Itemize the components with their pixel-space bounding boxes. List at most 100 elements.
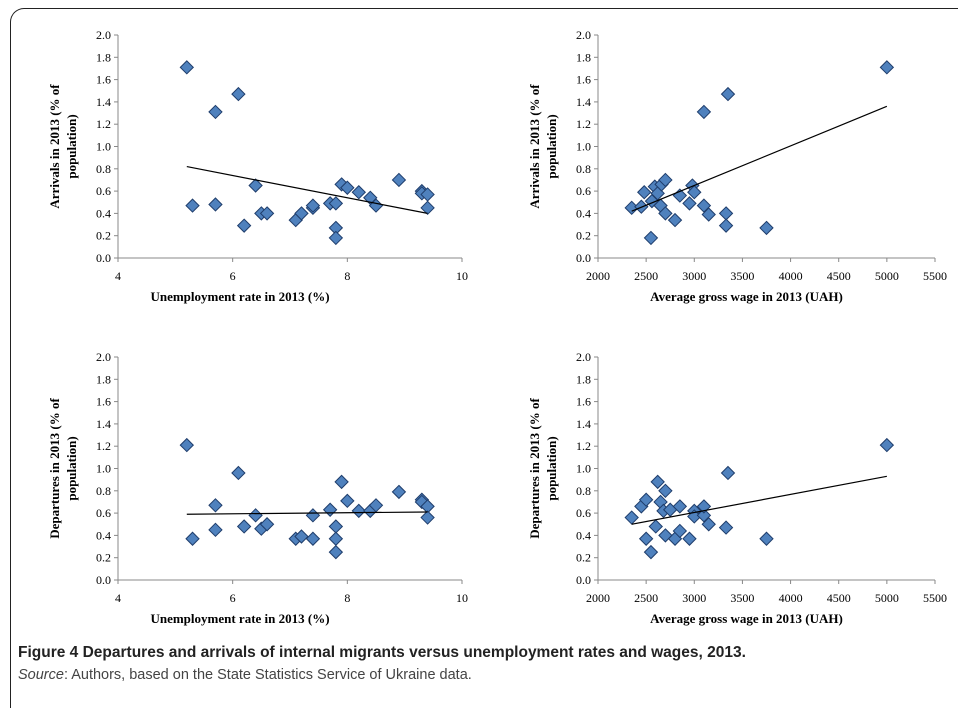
- y-tick-label: 0.8: [576, 162, 591, 176]
- data-point: [759, 531, 774, 546]
- y-tick-label: 1.2: [96, 117, 111, 131]
- data-point: [294, 206, 309, 221]
- data-point: [322, 502, 338, 517]
- data-point: [720, 86, 736, 102]
- data-point: [420, 200, 435, 216]
- x-tick-label: 6: [230, 591, 236, 605]
- source-label: Source: [18, 667, 64, 683]
- trendline: [186, 511, 428, 515]
- y-tick-label: 1.2: [576, 439, 591, 453]
- y-tick-label: 1.4: [96, 417, 111, 431]
- data-point: [305, 531, 321, 546]
- figure-label: Figure 4: [18, 644, 79, 661]
- chart-arrivals-vs-wage: 0.0 0.2 0.4 0.6 0.8 1.0 1.2 1.4 1.6 1.8 2.0 2000 250…: [480, 0, 960, 320]
- y-tick-label: 1.0: [576, 140, 591, 154]
- data-point: [208, 498, 223, 513]
- x-tick-label: 5500: [923, 269, 947, 283]
- x-tick-label: 10: [456, 269, 468, 283]
- data-point: [236, 218, 252, 233]
- x-tick-label: 2500: [634, 269, 658, 283]
- x-tick-label: 10: [456, 591, 468, 605]
- y-axis-title-line: Arrivals in 2013 (% of: [527, 84, 542, 209]
- data-point: [185, 531, 200, 546]
- y-tick-label: 2.0: [96, 28, 111, 42]
- data-point: [720, 465, 736, 481]
- y-tick-label: 1.0: [96, 140, 111, 154]
- data-point: [718, 218, 734, 233]
- data-point: [179, 60, 195, 75]
- y-tick-label: 0.6: [576, 506, 591, 520]
- y-tick-label: 1.0: [576, 462, 591, 476]
- y-tick-label: 1.6: [576, 73, 591, 87]
- x-tick-label: 5000: [875, 269, 899, 283]
- data-point: [231, 86, 246, 102]
- x-tick-label: 2500: [634, 591, 658, 605]
- data-point: [682, 196, 697, 211]
- data-point: [624, 510, 639, 525]
- y-tick-label: 0.6: [96, 184, 111, 198]
- data-point: [687, 185, 702, 200]
- data-point: [208, 197, 223, 212]
- y-tick-label: 0.2: [96, 229, 111, 243]
- y-tick-label: 1.8: [96, 50, 111, 64]
- y-tick-label: 1.6: [96, 395, 111, 409]
- data-point: [259, 206, 275, 221]
- data-point: [259, 517, 275, 532]
- data-point: [718, 520, 734, 535]
- y-axis-title-line: Departures in 2013 (% of: [527, 398, 542, 539]
- data-point: [328, 531, 344, 546]
- data-point: [328, 230, 344, 246]
- y-tick-label: 0.4: [96, 528, 111, 542]
- y-tick-label: 0.2: [576, 229, 591, 243]
- figure-frame: [10, 8, 958, 708]
- data-point: [334, 474, 349, 490]
- data-point: [701, 207, 716, 222]
- y-axis-title-line: population): [64, 436, 79, 500]
- data-point: [648, 519, 663, 534]
- y-tick-label: 1.4: [576, 417, 591, 431]
- x-tick-label: 4: [115, 269, 121, 283]
- y-tick-label: 0.2: [96, 551, 111, 565]
- trendline: [186, 165, 428, 214]
- data-point: [672, 523, 688, 539]
- figure-caption: Figure 4 Departures and arrivals of inte…: [18, 642, 953, 686]
- x-tick-label: 4500: [827, 591, 851, 605]
- data-point: [879, 437, 895, 453]
- y-tick-label: 0.4: [576, 206, 591, 220]
- data-point: [701, 517, 716, 532]
- data-point: [248, 508, 263, 523]
- x-tick-label: 4000: [779, 269, 803, 283]
- data-point: [208, 522, 223, 538]
- chart-svg: 0.0 0.2 0.4 0.6 0.8 1.0 1.2 1.4 1.6 1.8 2.0 2000 250…: [527, 350, 947, 626]
- caption-source: Source: Authors, based on the State Stat…: [18, 664, 953, 686]
- trendline: [631, 475, 887, 525]
- data-point: [185, 198, 200, 213]
- y-tick-label: 0.8: [96, 484, 111, 498]
- data-point: [328, 544, 344, 560]
- x-tick-label: 8: [344, 269, 350, 283]
- chart-arrivals-vs-unemployment: 0.0 0.2 0.4 0.6 0.8 1.0 1.2 1.4 1.6 1.8 2.0 4 6 8 10 Un…: [0, 0, 480, 320]
- data-point: [391, 484, 407, 500]
- data-point: [351, 503, 367, 519]
- x-axis-title: Average gross wage in 2013 (UAH): [650, 611, 843, 626]
- y-tick-label: 0.4: [576, 528, 591, 542]
- data-point: [368, 498, 384, 513]
- data-point: [667, 212, 683, 228]
- data-point: [305, 508, 321, 523]
- y-tick-label: 1.6: [576, 395, 591, 409]
- x-tick-label: 4000: [779, 591, 803, 605]
- y-tick-label: 1.8: [576, 50, 591, 64]
- data-point: [658, 172, 673, 188]
- data-point: [231, 465, 246, 481]
- caption-title: Figure 4 Departures and arrivals of inte…: [18, 642, 953, 664]
- data-point: [696, 104, 712, 120]
- x-tick-label: 2000: [586, 269, 610, 283]
- data-point: [391, 172, 407, 188]
- x-tick-label: 3000: [682, 269, 706, 283]
- data-point: [328, 519, 344, 534]
- x-tick-label: 6: [230, 269, 236, 283]
- caption-title-text: Departures and arrivals of internal migr…: [82, 644, 746, 661]
- data-point: [650, 474, 665, 490]
- data-point: [351, 185, 367, 200]
- source-text: : Authors, based on the State Statistics…: [63, 667, 472, 683]
